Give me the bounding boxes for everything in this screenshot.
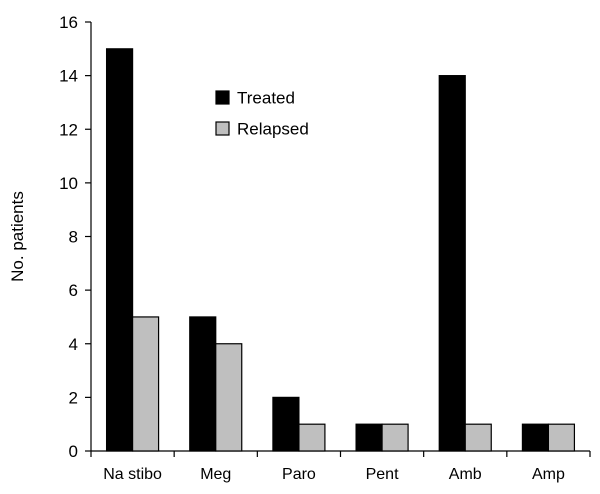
bars <box>105 48 576 452</box>
x-category-label: Paro <box>282 466 316 483</box>
bar-treated-4 <box>438 75 466 452</box>
y-tick-label: 6 <box>69 281 78 300</box>
category-labels: Na stibo Meg Paro Pent Amb Amp <box>103 466 565 483</box>
y-tick-label: 14 <box>59 67 78 86</box>
legend: Treated Relapsed <box>215 89 309 139</box>
bar-relapsed-4 <box>464 423 492 452</box>
y-tick-label: 0 <box>69 442 78 461</box>
legend-swatch-treated <box>215 90 230 105</box>
legend-label-treated: Treated <box>237 89 295 108</box>
y-tick-label: 16 <box>59 13 78 32</box>
bar-treated-3 <box>355 423 383 452</box>
bar-relapsed-1 <box>215 343 243 452</box>
bar-relapsed-3 <box>381 423 409 452</box>
bar-relapsed-5 <box>547 423 576 452</box>
x-category-label: Amp <box>532 466 565 483</box>
y-tick-label: 10 <box>59 174 78 193</box>
y-tick-label: 8 <box>69 228 78 247</box>
x-ticks <box>90 451 591 457</box>
x-category-label: Pent <box>366 466 399 483</box>
bar-treated-2 <box>272 396 300 452</box>
y-tick-label: 4 <box>69 335 78 354</box>
x-category-label: Amb <box>449 466 482 483</box>
bar-relapsed-2 <box>298 423 326 452</box>
bar-treated-5 <box>521 423 550 452</box>
bar-relapsed-0 <box>131 316 160 452</box>
legend-swatch-relapsed <box>215 121 230 136</box>
y-ticks: 0 2 4 6 8 10 12 14 16 <box>59 13 91 461</box>
axes <box>90 22 590 452</box>
legend-label-relapsed: Relapsed <box>237 120 309 139</box>
x-category-label: Na stibo <box>103 466 162 483</box>
y-axis-label: No. patients <box>8 191 27 282</box>
x-category-label: Meg <box>200 466 231 483</box>
y-tick-label: 2 <box>69 388 78 407</box>
y-tick-label: 12 <box>59 120 78 139</box>
bar-treated-1 <box>189 316 217 452</box>
bar-treated-0 <box>105 48 134 452</box>
